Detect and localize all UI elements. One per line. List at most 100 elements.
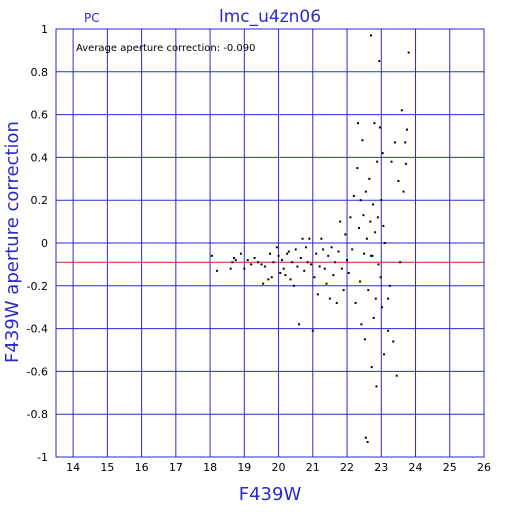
data-point (267, 278, 270, 281)
data-point (250, 263, 253, 266)
x-tick-label: 23 (374, 461, 388, 474)
data-point (372, 203, 375, 206)
data-point (372, 316, 375, 319)
data-point (359, 280, 362, 283)
data-point (351, 248, 354, 251)
data-point (356, 122, 359, 125)
data-point (243, 267, 246, 270)
data-point (296, 265, 299, 268)
corner-label: PC (84, 11, 100, 25)
data-point (231, 261, 234, 264)
y-tick-label: 0.2 (31, 194, 49, 207)
data-point (360, 323, 363, 326)
data-point (402, 190, 405, 193)
x-tick-label: 16 (135, 461, 149, 474)
y-tick-label: -0.4 (27, 323, 48, 336)
data-point (370, 254, 373, 257)
x-tick-label: 21 (306, 461, 320, 474)
data-point (210, 254, 213, 257)
x-tick-label: 25 (443, 461, 457, 474)
data-point (380, 306, 383, 309)
data-point (272, 261, 275, 264)
data-point (292, 284, 295, 287)
data-point (379, 276, 382, 279)
data-point (377, 263, 380, 266)
x-tick-labels: 14 15 16 17 18 19 20 21 22 23 24 25 26 (66, 461, 491, 474)
data-point (330, 246, 333, 249)
data-point (318, 265, 321, 268)
plot-frame (55, 28, 485, 458)
data-point (376, 160, 379, 163)
chart-title: lmc_u4zn06 (219, 7, 321, 27)
data-point (332, 274, 335, 277)
data-point (340, 267, 343, 270)
data-point (344, 233, 347, 236)
y-tick-labels: 1 0.8 0.6 0.4 0.2 0 -0.2 -0.4 -0.6 -0.8 -1 (27, 23, 48, 464)
data-point (363, 338, 366, 341)
data-point (257, 261, 260, 264)
data-point (392, 340, 395, 343)
data-point (306, 261, 309, 264)
data-point (282, 267, 285, 270)
data-point (229, 267, 232, 270)
data-point (405, 128, 408, 131)
data-point (215, 269, 218, 272)
data-point (378, 126, 381, 129)
y-tick-label: 1 (41, 23, 48, 36)
data-point (376, 216, 379, 219)
x-tick-label: 26 (477, 461, 491, 474)
data-point (311, 329, 314, 332)
data-point (334, 261, 337, 264)
data-point (260, 263, 263, 266)
data-point (352, 194, 355, 197)
data-point (388, 284, 391, 287)
data-point (368, 177, 371, 180)
annotation: Average aperture correction: -0.090 (76, 43, 256, 54)
data-point (393, 141, 396, 144)
data-point (299, 256, 302, 259)
data-point (269, 252, 271, 255)
data-point (390, 160, 393, 163)
x-tick-label: 18 (203, 461, 217, 474)
data-point (363, 252, 366, 255)
data-point (280, 259, 283, 262)
data-point (263, 265, 266, 268)
data-point (381, 152, 384, 155)
data-point (322, 248, 325, 251)
data-point (374, 297, 377, 300)
data-point (313, 276, 316, 279)
data-point (233, 256, 236, 259)
data-point (246, 259, 249, 262)
grid (56, 28, 485, 458)
y-axis-title: F439W aperture correction (2, 121, 23, 363)
data-point (347, 271, 350, 274)
data-point (275, 246, 278, 249)
x-tick-label: 15 (100, 461, 114, 474)
data-point (303, 269, 306, 272)
data-point (407, 51, 410, 54)
data-point (400, 109, 403, 112)
data-point (367, 289, 370, 292)
x-tick-label: 19 (237, 461, 251, 474)
data-point (383, 242, 386, 244)
data-point (277, 254, 280, 257)
data-point (323, 267, 326, 270)
data-point (404, 141, 407, 144)
data-point (298, 323, 301, 326)
data-point (335, 301, 338, 304)
data-point (349, 216, 352, 219)
data-point (364, 436, 367, 439)
data-point (378, 60, 381, 63)
data-point (262, 282, 265, 285)
x-tick-label: 17 (169, 461, 183, 474)
data-point (310, 263, 313, 266)
y-tick-label: -0.8 (27, 408, 48, 421)
data-point (375, 385, 378, 388)
data-points (210, 34, 410, 444)
x-tick-label: 24 (409, 461, 423, 474)
data-point (374, 231, 377, 234)
data-point (365, 237, 368, 240)
data-point (366, 441, 369, 444)
data-point (387, 297, 390, 300)
